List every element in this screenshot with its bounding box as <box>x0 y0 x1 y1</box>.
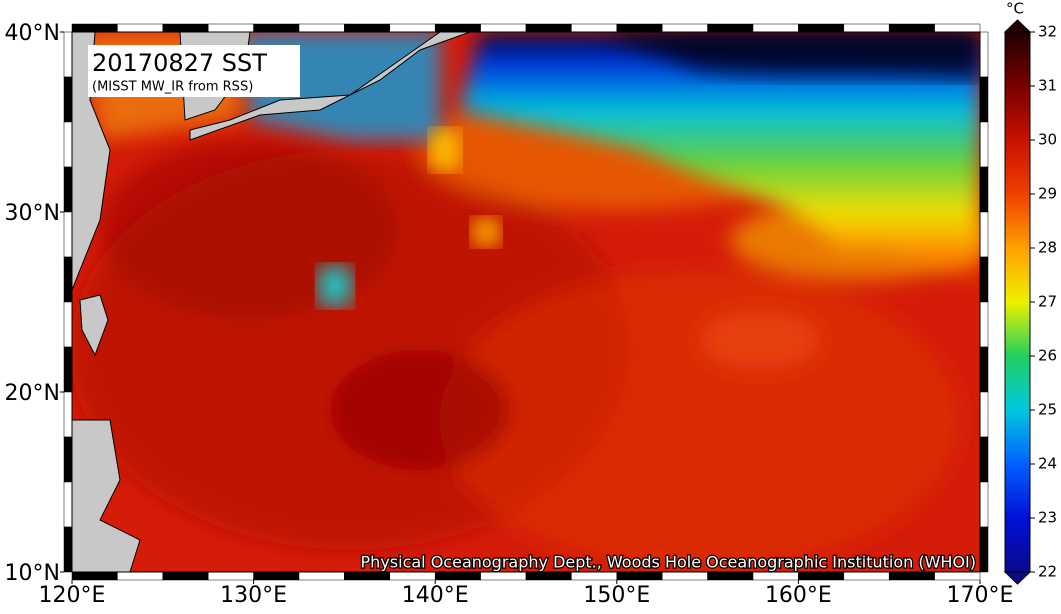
frame-bar <box>571 23 618 33</box>
colorbar-tick-label: 31 <box>1038 77 1057 95</box>
frame-bar <box>979 346 989 393</box>
colorbar-tick-label: 22 <box>1038 563 1057 581</box>
title: 20170827 SST <box>92 49 267 77</box>
frame-bar <box>979 436 989 483</box>
colorbar-bottom-arrow <box>1003 571 1032 585</box>
frame-bar <box>63 166 73 213</box>
frame-bar <box>344 23 391 33</box>
frame-bar <box>298 23 345 33</box>
lon-tick-label: 150°E <box>583 583 650 608</box>
frame-bar <box>979 76 989 123</box>
frame-bar <box>253 23 300 33</box>
colorbar-top-arrow <box>1003 19 1032 33</box>
frame-bar <box>389 571 436 581</box>
frame-bar <box>843 571 890 581</box>
frame-bar <box>63 76 73 123</box>
frame-bar <box>63 391 73 438</box>
lon-tick-label: 120°E <box>39 583 106 608</box>
sst-field <box>72 32 980 572</box>
frame-bar <box>979 526 989 573</box>
colorbar-tick-label: 24 <box>1038 455 1057 473</box>
frame-bar <box>63 346 73 393</box>
frame-bar <box>480 23 527 33</box>
frame-bar <box>979 121 989 168</box>
frame-bar <box>389 23 436 33</box>
lon-tick-label: 160°E <box>765 583 832 608</box>
frame-bar <box>63 31 73 78</box>
frame-bar <box>752 23 799 33</box>
frame-bar <box>888 571 935 581</box>
map-border <box>71 31 981 573</box>
frame-bar <box>798 571 845 581</box>
frame-bar <box>843 23 890 33</box>
frame-bar <box>434 571 481 581</box>
frame-bar <box>63 436 73 483</box>
lon-tick-label: 170°E <box>947 583 1014 608</box>
frame-bar <box>162 23 209 33</box>
frame-bar <box>63 121 73 168</box>
frame-bar <box>207 23 254 33</box>
frame-bar <box>707 571 754 581</box>
lat-tick-label: 20°N <box>5 381 60 406</box>
frame-bar <box>71 23 118 33</box>
frame-bar <box>979 301 989 348</box>
frame-bar <box>63 301 73 348</box>
frame-bar <box>117 571 164 581</box>
lon-tick-label: 130°E <box>220 583 287 608</box>
credit: Physical Oceanography Dept., Woods Hole … <box>361 553 976 572</box>
frame-bar <box>480 571 527 581</box>
frame-bar <box>571 571 618 581</box>
colorbar-tick-label: 23 <box>1038 509 1057 527</box>
frame-bar <box>63 481 73 528</box>
frame-bar <box>934 23 981 33</box>
frame-bar <box>253 571 300 581</box>
frame-bar <box>798 23 845 33</box>
colorbar-tick-label: 28 <box>1038 239 1057 257</box>
frame-bar <box>752 571 799 581</box>
frame-bar <box>525 571 572 581</box>
frame-bar <box>63 211 73 258</box>
frame-bar <box>616 23 663 33</box>
frame-bar <box>434 23 481 33</box>
frame-bar <box>934 571 981 581</box>
lat-tick-label: 10°N <box>5 561 60 586</box>
frame-bar <box>63 256 73 303</box>
frame-bar <box>71 571 118 581</box>
frame-bar <box>979 256 989 303</box>
frame-bar <box>979 481 989 528</box>
colorbar-tick-label: 25 <box>1038 401 1057 419</box>
frame-bar <box>979 31 989 78</box>
frame-bar <box>979 166 989 213</box>
colorbar-unit: °C <box>1006 0 1024 18</box>
colorbar-tick-label: 29 <box>1038 185 1057 203</box>
frame-bar <box>979 211 989 258</box>
frame-bar <box>661 571 708 581</box>
frame-bar <box>616 571 663 581</box>
frame-bar <box>162 571 209 581</box>
frame-bar <box>707 23 754 33</box>
frame-bar <box>207 571 254 581</box>
colorbar-tick-label: 27 <box>1038 293 1057 311</box>
lat-tick-label: 30°N <box>5 201 60 226</box>
colorbar <box>1004 31 1031 573</box>
frame-bar <box>298 571 345 581</box>
frame-bar <box>525 23 572 33</box>
lat-tick-label: 40°N <box>5 21 60 46</box>
lon-tick-label: 140°E <box>402 583 469 608</box>
frame-bar <box>344 571 391 581</box>
title-box <box>88 45 300 97</box>
frame-bar <box>888 23 935 33</box>
frame-bar <box>979 391 989 438</box>
colorbar-tick-label: 32 <box>1038 23 1057 41</box>
colorbar-tick-label: 26 <box>1038 347 1057 365</box>
frame-bar <box>63 526 73 573</box>
frame-bar <box>661 23 708 33</box>
colorbar-tick-label: 30 <box>1038 131 1057 149</box>
subtitle: (MISST MW_IR from RSS) <box>92 80 253 95</box>
frame-bar <box>117 23 164 33</box>
